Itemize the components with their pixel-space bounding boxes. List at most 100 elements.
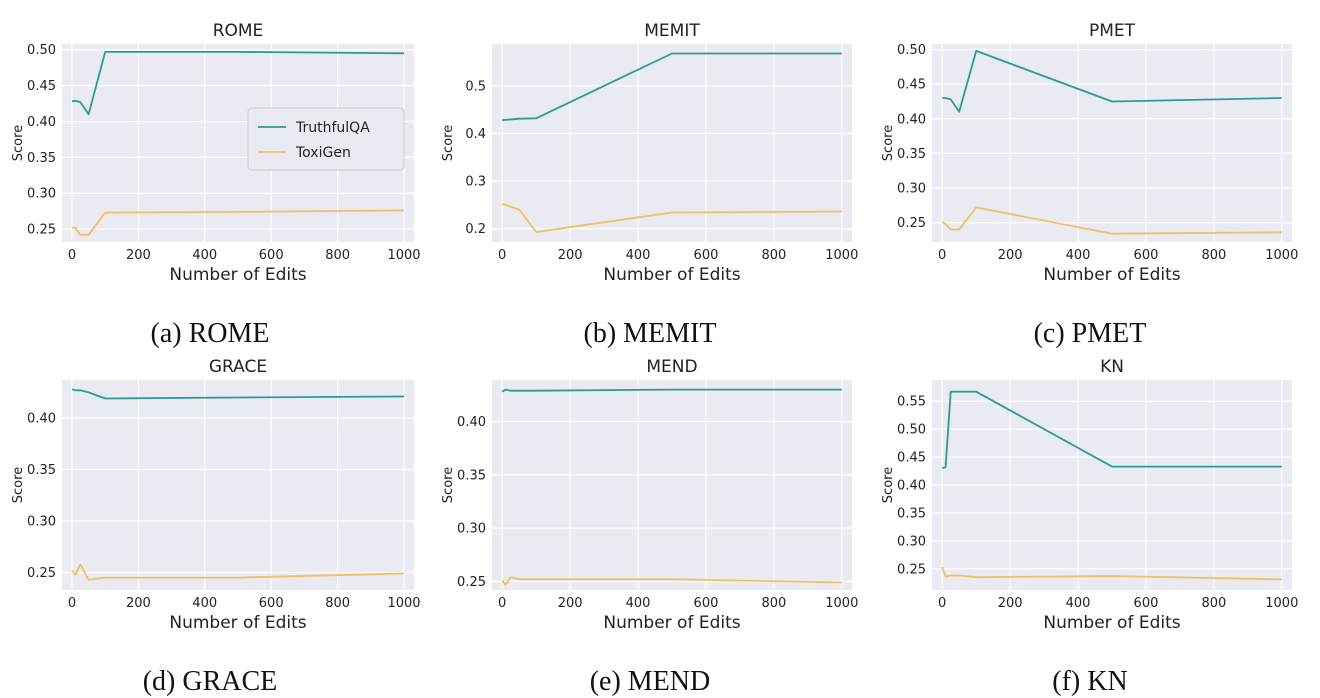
chart-panel-memit: 0 200 400 600 800 1000 0.2 0.3 0.4 0.5 MEMIT Number… xyxy=(440,0,880,349)
x-tick-label: 800 xyxy=(325,248,350,263)
legend: TruthfulQA ToxiGen xyxy=(247,107,405,171)
y-tick-label: 0.50 xyxy=(897,423,926,438)
y-tick-label: 0.30 xyxy=(897,534,926,549)
figure-caption: (a) ROME xyxy=(150,318,270,349)
y-tick-label: 0.40 xyxy=(897,479,926,494)
x-tick-label: 200 xyxy=(558,248,583,263)
chart-panel-grace: 0 200 400 600 800 1000 0.25 0.30 0.35 0.40 GRACE Nu… xyxy=(0,348,440,697)
figure-caption: (c) PMET xyxy=(1033,318,1147,349)
y-tick-label: 0.35 xyxy=(897,506,926,521)
y-tick-label: 0.2 xyxy=(465,222,486,237)
chart-panel-pmet: 0 200 400 600 800 1000 0.25 0.30 0.35 0.40 0.45 0.5… xyxy=(880,0,1320,349)
x-tick-label: 600 xyxy=(1134,596,1159,611)
y-tick-label: 0.50 xyxy=(897,43,926,58)
series-line-toxigen xyxy=(72,209,405,236)
x-axis-label: Number of Edits xyxy=(169,613,306,633)
plot-area xyxy=(62,380,414,590)
y-tick-label: 0.40 xyxy=(897,112,926,127)
x-tick-label: 1000 xyxy=(825,596,858,611)
y-axis-label: Score xyxy=(11,467,26,503)
y-tick-label: 0.30 xyxy=(897,182,926,197)
x-tick-label: 400 xyxy=(192,248,217,263)
chart-svg: 0 200 400 600 800 1000 0.2 0.3 0.4 0.5 MEMIT Number… xyxy=(441,21,858,285)
x-tick-label: 400 xyxy=(1066,596,1091,611)
x-tick-label: 0 xyxy=(498,596,506,611)
series-line-toxigen xyxy=(941,206,1282,235)
x-tick-label: 800 xyxy=(761,248,786,263)
y-tick-label: 0.30 xyxy=(27,515,56,530)
chart-title: GRACE xyxy=(209,357,267,377)
x-tick-label: 0 xyxy=(498,248,506,263)
y-tick-label: 0.30 xyxy=(27,187,56,202)
y-tick-label: 0.25 xyxy=(897,562,926,577)
x-tick-label: 800 xyxy=(1201,248,1226,263)
y-tick-label: 0.5 xyxy=(465,79,486,94)
series-line-truthfulqa xyxy=(501,388,842,393)
chart-panel-rome: 0 200 400 600 800 1000 0.25 0.30 0.35 0.40 0.45 0.5… xyxy=(0,0,440,349)
plot-area xyxy=(492,44,852,242)
x-tick-label: 800 xyxy=(761,596,786,611)
y-axis-label: Score xyxy=(441,467,456,503)
y-tick-label: 0.45 xyxy=(897,78,926,93)
x-tick-label: 400 xyxy=(626,248,651,263)
y-tick-label: 0.45 xyxy=(27,79,56,94)
chart-panel-mend: 0 200 400 600 800 1000 0.25 0.30 0.35 0.40 MEND Num… xyxy=(440,348,880,697)
series-line-truthfulqa xyxy=(941,390,1282,470)
y-axis-label: Score xyxy=(11,125,26,161)
y-tick-label: 0.40 xyxy=(27,412,56,427)
plot-area xyxy=(932,44,1292,242)
x-tick-label: 1000 xyxy=(1265,596,1298,611)
series-line-truthfulqa xyxy=(502,52,842,122)
x-tick-label: 0 xyxy=(68,248,76,263)
x-tick-label: 200 xyxy=(558,596,583,611)
chart-title: KN xyxy=(1100,357,1124,377)
y-tick-label: 0.25 xyxy=(27,566,56,581)
figure-caption: (e) MEND xyxy=(589,666,711,697)
chart-title: PMET xyxy=(1089,21,1136,41)
y-tick-label: 0.35 xyxy=(457,468,486,483)
y-tick-label: 0.30 xyxy=(457,522,486,537)
x-tick-label: 600 xyxy=(1134,248,1159,263)
x-tick-label: 200 xyxy=(126,596,151,611)
y-tick-label: 0.35 xyxy=(27,463,56,478)
y-tick-label: 0.25 xyxy=(897,216,926,231)
x-tick-label: 200 xyxy=(998,596,1023,611)
figure-caption: (f) KN xyxy=(1052,666,1128,697)
x-tick-label: 1000 xyxy=(387,248,420,263)
y-axis-label: Score xyxy=(881,125,896,161)
chart-svg: 0 200 400 600 800 1000 0.25 0.30 0.35 0.40 0.45 0.5… xyxy=(11,21,421,285)
x-tick-label: 1000 xyxy=(387,596,420,611)
x-tick-label: 600 xyxy=(259,248,284,263)
y-tick-label: 0.50 xyxy=(27,43,56,58)
y-tick-label: 0.40 xyxy=(27,115,56,130)
chart-title: ROME xyxy=(213,21,264,41)
x-tick-label: 0 xyxy=(938,248,946,263)
series-line-toxigen xyxy=(501,576,842,586)
x-tick-label: 1000 xyxy=(1265,248,1298,263)
y-tick-label: 0.25 xyxy=(457,575,486,590)
series-line-toxigen xyxy=(941,566,1282,581)
chart-title: MEMIT xyxy=(644,21,700,41)
y-tick-label: 0.4 xyxy=(465,127,486,142)
chart-svg: 0 200 400 600 800 1000 0.25 0.30 0.35 0.40 MEND Num… xyxy=(441,357,858,633)
x-tick-label: 800 xyxy=(325,596,350,611)
x-tick-label: 800 xyxy=(1201,596,1226,611)
x-axis-label: Number of Edits xyxy=(169,265,306,285)
y-tick-label: 0.35 xyxy=(897,147,926,162)
x-axis-label: Number of Edits xyxy=(603,265,740,285)
series-line-truthfulqa xyxy=(942,50,1282,113)
chart-svg: 0 200 400 600 800 1000 0.25 0.30 0.35 0.40 0.45 0.5… xyxy=(881,21,1298,285)
x-tick-label: 200 xyxy=(998,248,1023,263)
x-tick-label: 600 xyxy=(259,596,284,611)
x-tick-label: 0 xyxy=(938,596,946,611)
y-axis-label: Score xyxy=(441,125,456,161)
figure-caption: (d) GRACE xyxy=(142,666,278,697)
y-axis-label: Score xyxy=(881,467,896,503)
y-tick-label: 0.35 xyxy=(27,151,56,166)
x-tick-label: 200 xyxy=(126,248,151,263)
legend-label: ToxiGen xyxy=(295,145,351,161)
y-tick-label: 0.55 xyxy=(897,395,926,410)
chart-panel-kn: 0 200 400 600 800 1000 0.25 0.30 0.35 0.40 0.45 0.5… xyxy=(880,348,1320,697)
x-tick-label: 0 xyxy=(68,596,76,611)
x-axis-label: Number of Edits xyxy=(1043,613,1180,633)
